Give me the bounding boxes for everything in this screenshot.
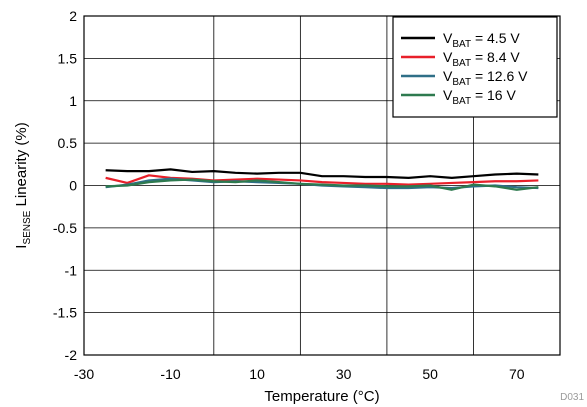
y-axis-label-sub: SENSE [22, 210, 33, 244]
y-tick-label: -0.5 [53, 220, 77, 236]
y-tick-label: 0 [69, 178, 77, 194]
x-tick-label: 50 [422, 366, 438, 382]
y-axis-label: ISENSE Linearity (%) [13, 122, 33, 248]
series-line-1 [105, 168, 539, 179]
y-tick-label: -2 [65, 347, 78, 363]
tick-labels: -30 -10 10 30 50 70 -2 -1.5 -1 -0.5 0 0.5 1 1.5 2 [53, 8, 525, 382]
x-tick-label: 70 [509, 366, 525, 382]
figure-id: D031 [560, 392, 584, 403]
plot-border [83, 15, 561, 356]
series-lines [105, 168, 539, 191]
x-tick-label: -30 [74, 366, 94, 382]
y-tick-label: 1 [69, 93, 77, 109]
y-tick-label: 1.5 [58, 50, 78, 66]
series-line-2 [105, 174, 539, 186]
legend-label: VBAT = 16 V [443, 87, 516, 107]
legend-label: VBAT = 12.6 V [443, 68, 528, 88]
x-axis-label: Temperature (°C) [264, 388, 379, 405]
x-tick-label: -10 [160, 366, 180, 382]
series-line-4 [105, 178, 539, 191]
y-tick-label: -1.5 [53, 305, 77, 321]
x-tick-label: 10 [249, 366, 265, 382]
y-axis-label-rest: Linearity (%) [13, 122, 30, 210]
y-axis-label-main: I [13, 245, 30, 249]
y-tick-label: -1 [65, 262, 78, 278]
legend-box [392, 16, 558, 118]
legend-label: VBAT = 8.4 V [443, 49, 520, 69]
y-tick-label: 0.5 [58, 135, 78, 151]
y-tick-label: 2 [69, 8, 77, 24]
legend-label: VBAT = 4.5 V [443, 30, 520, 50]
x-tick-label: 30 [336, 366, 352, 382]
